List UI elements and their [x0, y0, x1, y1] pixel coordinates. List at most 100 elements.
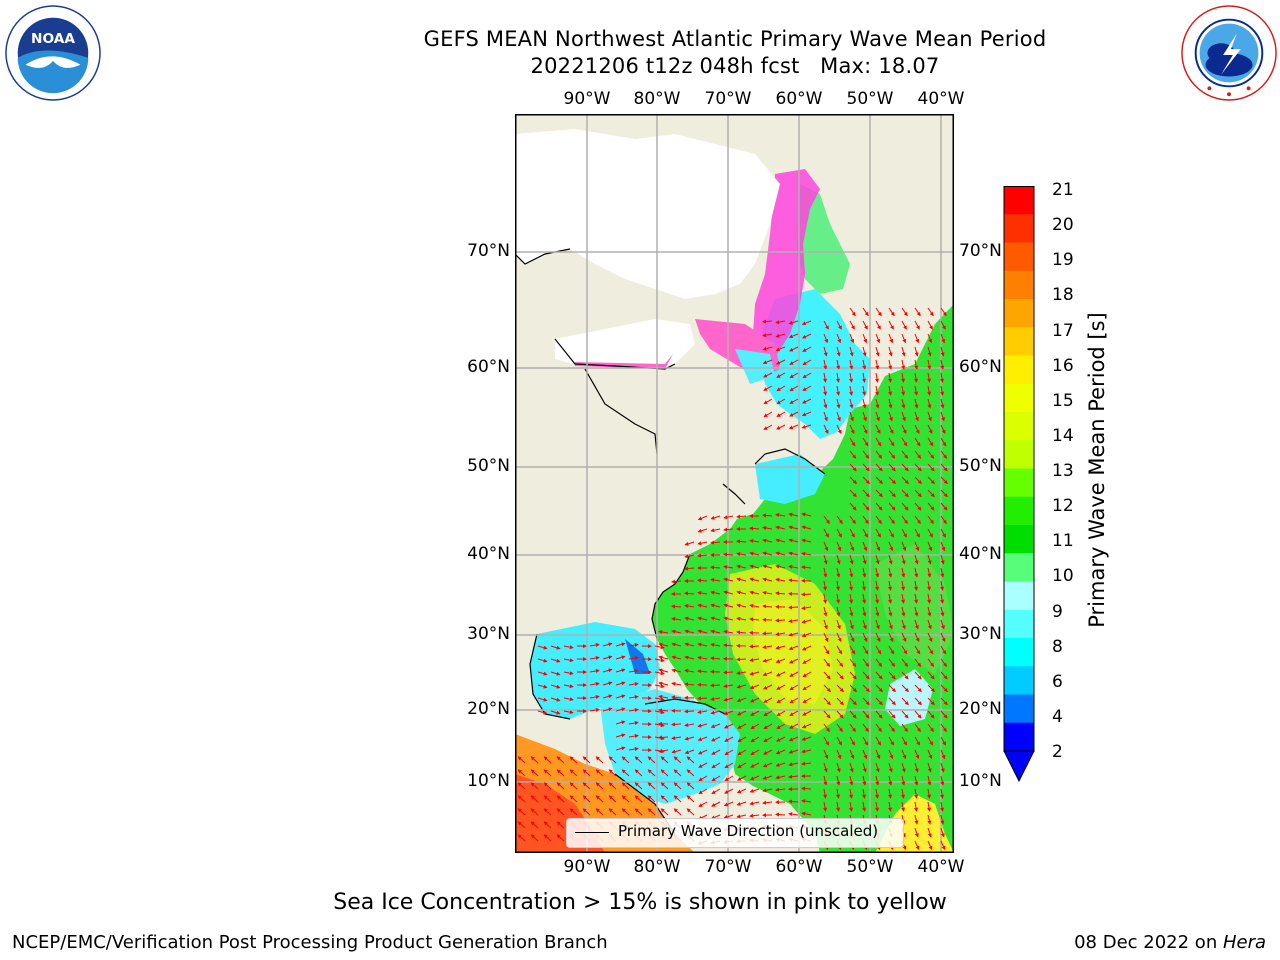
- wave-direction-arrow: [563, 671, 574, 676]
- wave-direction-arrow: [697, 669, 708, 674]
- colorbar-segment: [1004, 609, 1034, 639]
- wave-direction-arrow: [862, 736, 868, 746]
- wave-direction-arrow: [940, 606, 945, 617]
- wave-direction-arrow: [673, 808, 682, 816]
- wave-direction-arrow: [621, 769, 630, 777]
- wave-direction-arrow: [940, 450, 948, 459]
- wave-direction-arrow: [914, 463, 922, 472]
- wave-direction-arrow: [836, 359, 841, 370]
- wave-direction-arrow: [862, 580, 867, 591]
- wave-direction-arrow: [862, 801, 867, 812]
- wave-direction-arrow: [875, 346, 880, 357]
- wave-direction-arrow: [836, 788, 841, 799]
- wave-direction-arrow: [517, 782, 526, 790]
- wave-direction-arrow: [862, 320, 868, 330]
- lon-tick-top: 50°W: [846, 89, 894, 109]
- wave-direction-arrow: [836, 762, 841, 773]
- wave-direction-arrow: [836, 320, 842, 330]
- wave-direction-arrow: [775, 333, 786, 338]
- wave-direction-arrow: [875, 372, 879, 383]
- wave-direction-arrow: [940, 580, 945, 591]
- wave-direction-arrow: [940, 372, 944, 383]
- colorbar-segment: [1004, 694, 1034, 724]
- wave-direction-arrow: [849, 528, 855, 538]
- wave-direction-arrow: [823, 788, 828, 799]
- wave-direction-arrow: [888, 736, 894, 746]
- wave-direction-arrow: [595, 795, 604, 803]
- wave-direction-arrow: [556, 834, 565, 842]
- wave-direction-arrow: [875, 619, 880, 630]
- wave-direction-arrow: [749, 617, 760, 622]
- wave-direction-arrow: [888, 619, 893, 630]
- wave-direction-arrow: [788, 812, 799, 817]
- wave-direction-arrow: [684, 682, 695, 687]
- wave-direction-arrow: [710, 565, 721, 570]
- wave-direction-arrow: [697, 655, 708, 660]
- wave-direction-arrow: [660, 769, 669, 777]
- wave-direction-arrow: [875, 554, 880, 565]
- lon-tick-bottom: 80°W: [633, 857, 681, 877]
- wave-direction-arrow: [927, 736, 933, 746]
- wave-direction-arrow: [823, 632, 829, 643]
- wave-direction-arrow: [888, 658, 896, 667]
- wave-direction-arrow: [517, 821, 526, 829]
- wave-direction-arrow: [788, 320, 799, 325]
- wave-direction-arrow: [776, 385, 786, 392]
- wave-direction-arrow: [776, 398, 786, 405]
- wave-direction-arrow: [940, 814, 945, 825]
- wave-direction-arrow: [914, 437, 921, 447]
- wave-direction-arrow: [710, 616, 721, 621]
- wave-direction-arrow: [723, 527, 734, 532]
- wave-direction-arrow: [628, 721, 639, 725]
- wave-direction-arrow: [543, 834, 552, 842]
- wave-direction-arrow: [849, 450, 857, 459]
- wave-direction-arrow: [823, 398, 828, 409]
- wave-direction-arrow: [710, 629, 721, 634]
- wave-direction-arrow: [736, 814, 747, 819]
- wave-direction-arrow: [836, 528, 842, 538]
- wave-direction-arrow: [789, 411, 799, 417]
- wave-direction-arrow: [888, 632, 894, 643]
- wave-direction-arrow: [775, 749, 786, 755]
- wave-direction-arrow: [775, 577, 786, 582]
- wave-direction-arrow: [888, 359, 893, 370]
- sea-ice-edge: [753, 169, 820, 359]
- wave-direction-arrow: [849, 333, 855, 344]
- wave-direction-arrow: [875, 489, 883, 498]
- wave-direction-arrow: [901, 645, 908, 655]
- wave-direction-arrow: [914, 697, 922, 706]
- wave-direction-arrow: [608, 782, 617, 790]
- wave-direction-arrow: [875, 632, 881, 643]
- wave-direction-arrow: [862, 411, 867, 422]
- wave-direction-arrow: [823, 528, 829, 538]
- wave-direction-arrow: [710, 578, 721, 582]
- wave-direction-arrow: [888, 450, 896, 459]
- wave-direction-arrow: [634, 756, 643, 764]
- wave-direction-arrow: [724, 775, 734, 781]
- wave-direction-arrow: [711, 762, 721, 769]
- wave-direction-arrow: [684, 749, 695, 755]
- wave-direction-arrow: [724, 736, 734, 742]
- wave-direction-arrow: [684, 541, 695, 546]
- wave-direction-arrow: [737, 762, 747, 768]
- wave-direction-arrow: [749, 697, 760, 703]
- legend-line-swatch: [575, 832, 609, 833]
- lon-tick-top: 90°W: [563, 89, 611, 109]
- noaa-logo: NOAA: [5, 5, 101, 101]
- wave-direction-arrow: [836, 567, 841, 578]
- wave-direction-arrow: [569, 769, 578, 777]
- wave-direction-arrow: [697, 696, 708, 701]
- wave-direction-arrow: [671, 736, 682, 740]
- wave-direction-arrow: [628, 669, 639, 673]
- wave-direction-arrow: [710, 736, 721, 742]
- wave-direction-arrow: [550, 658, 561, 663]
- wave-direction-arrow: [849, 801, 854, 812]
- map-legend: Primary Wave Direction (unscaled): [566, 818, 904, 848]
- wave-direction-arrow: [901, 437, 908, 447]
- wave-direction-arrow: [589, 643, 600, 647]
- sea-ice-note: Sea Ice Concentration > 15% is shown in …: [333, 890, 947, 915]
- wave-direction-arrow: [723, 515, 734, 520]
- wave-direction-arrow: [723, 684, 734, 688]
- coastline-north-america: [515, 248, 826, 835]
- wave-direction-arrow: [788, 632, 799, 637]
